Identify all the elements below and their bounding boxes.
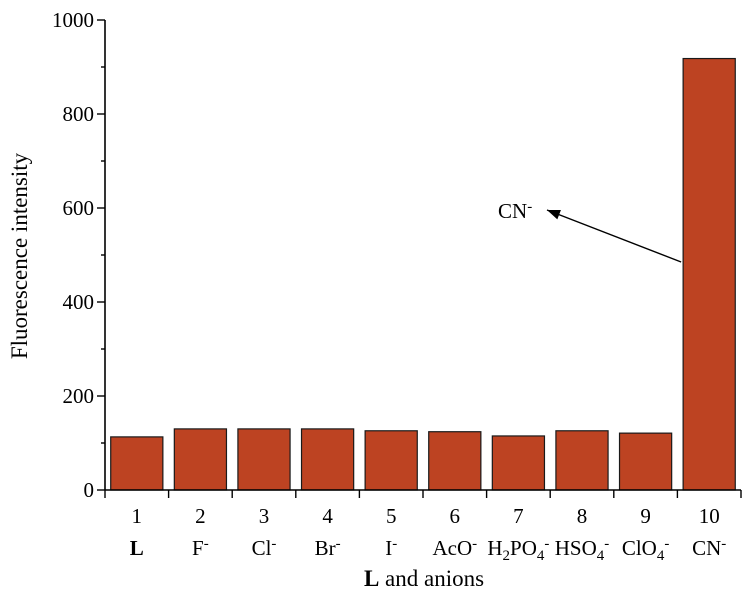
label-text: ClO (622, 536, 657, 560)
x-axis-title-bold: L (364, 566, 379, 591)
bar-9 (618, 432, 673, 491)
bar-10 (682, 57, 736, 491)
superscript: - (271, 536, 276, 552)
annotation-label: CN- (498, 199, 532, 224)
x-tick-label-5: 5 (386, 504, 397, 528)
bar-1 (110, 436, 164, 491)
label-text: AcO (432, 536, 472, 560)
bars-group (110, 57, 736, 491)
x-category-label-7: H2PO4- (487, 536, 549, 564)
bar-4 (300, 428, 355, 491)
subscript: 4 (597, 548, 605, 564)
y-tick-label-0: 0 (84, 478, 95, 502)
x-axis: 1L2F-3Cl-4Br-5I-6AcO-7H2PO4-8HSO4-9ClO4-… (104, 489, 742, 564)
label-text: L (130, 536, 144, 560)
label-text: Br (315, 536, 336, 560)
superscript: - (204, 536, 209, 552)
bar-2 (173, 428, 228, 491)
x-tick-label-2: 2 (195, 504, 206, 528)
bar-7 (491, 435, 546, 491)
bar-6 (428, 431, 482, 491)
label-text: CN (692, 536, 721, 560)
x-tick-label-1: 1 (132, 504, 143, 528)
x-category-label-6: AcO- (432, 536, 477, 561)
label-text: H (487, 536, 502, 560)
annotation-arrow-line (546, 209, 682, 263)
y-axis: 0 200 400 600 800 1000 (52, 8, 106, 502)
x-category-label-5: I- (385, 536, 397, 561)
x-tick-label-10: 10 (699, 504, 720, 528)
x-category-label-9: ClO4- (622, 536, 670, 564)
superscript: - (664, 536, 669, 552)
superscript: - (392, 536, 397, 552)
subscript: 2 (503, 548, 511, 564)
x-tick-label-3: 3 (259, 504, 270, 528)
label-text: PO (510, 536, 537, 560)
cn-annotation: CN- (498, 199, 682, 263)
x-tick-label-6: 6 (450, 504, 461, 528)
superscript: - (336, 536, 341, 552)
superscript: - (544, 536, 549, 552)
x-axis-title: L and anions (364, 566, 484, 591)
annotation-arrow-head (547, 210, 561, 220)
label-text: Cl (252, 536, 272, 560)
superscript: - (472, 536, 477, 552)
bar-3 (237, 428, 291, 491)
x-category-label-1: L (130, 536, 144, 560)
y-tick-label-600: 600 (63, 196, 95, 220)
label-text: HSO (555, 536, 597, 560)
y-tick-label-800: 800 (63, 102, 95, 126)
label-text: I (385, 536, 392, 560)
x-category-label-4: Br- (315, 536, 341, 561)
y-tick-label-400: 400 (63, 290, 95, 314)
x-axis-title-rest: and anions (379, 566, 484, 591)
x-tick-label-7: 7 (513, 504, 524, 528)
superscript: - (604, 536, 609, 552)
x-category-label-10: CN- (692, 536, 726, 561)
label-text: CN (498, 199, 527, 223)
x-category-label-3: Cl- (252, 536, 277, 561)
subscript: 4 (537, 548, 545, 564)
bar-5 (364, 430, 418, 491)
superscript: - (527, 199, 532, 215)
x-tick-label-4: 4 (322, 504, 333, 528)
label-text: F (192, 536, 204, 560)
subscript: 4 (657, 548, 665, 564)
y-axis-title: Fluorescence intensity (7, 152, 32, 359)
y-tick-label-200: 200 (63, 384, 95, 408)
x-category-label-2: F- (192, 536, 209, 561)
x-tick-label-9: 9 (640, 504, 651, 528)
superscript: - (721, 536, 726, 552)
bar-8 (555, 430, 609, 491)
x-tick-label-8: 8 (577, 504, 588, 528)
y-tick-label-1000: 1000 (52, 8, 94, 32)
x-category-label-8: HSO4- (555, 536, 610, 564)
